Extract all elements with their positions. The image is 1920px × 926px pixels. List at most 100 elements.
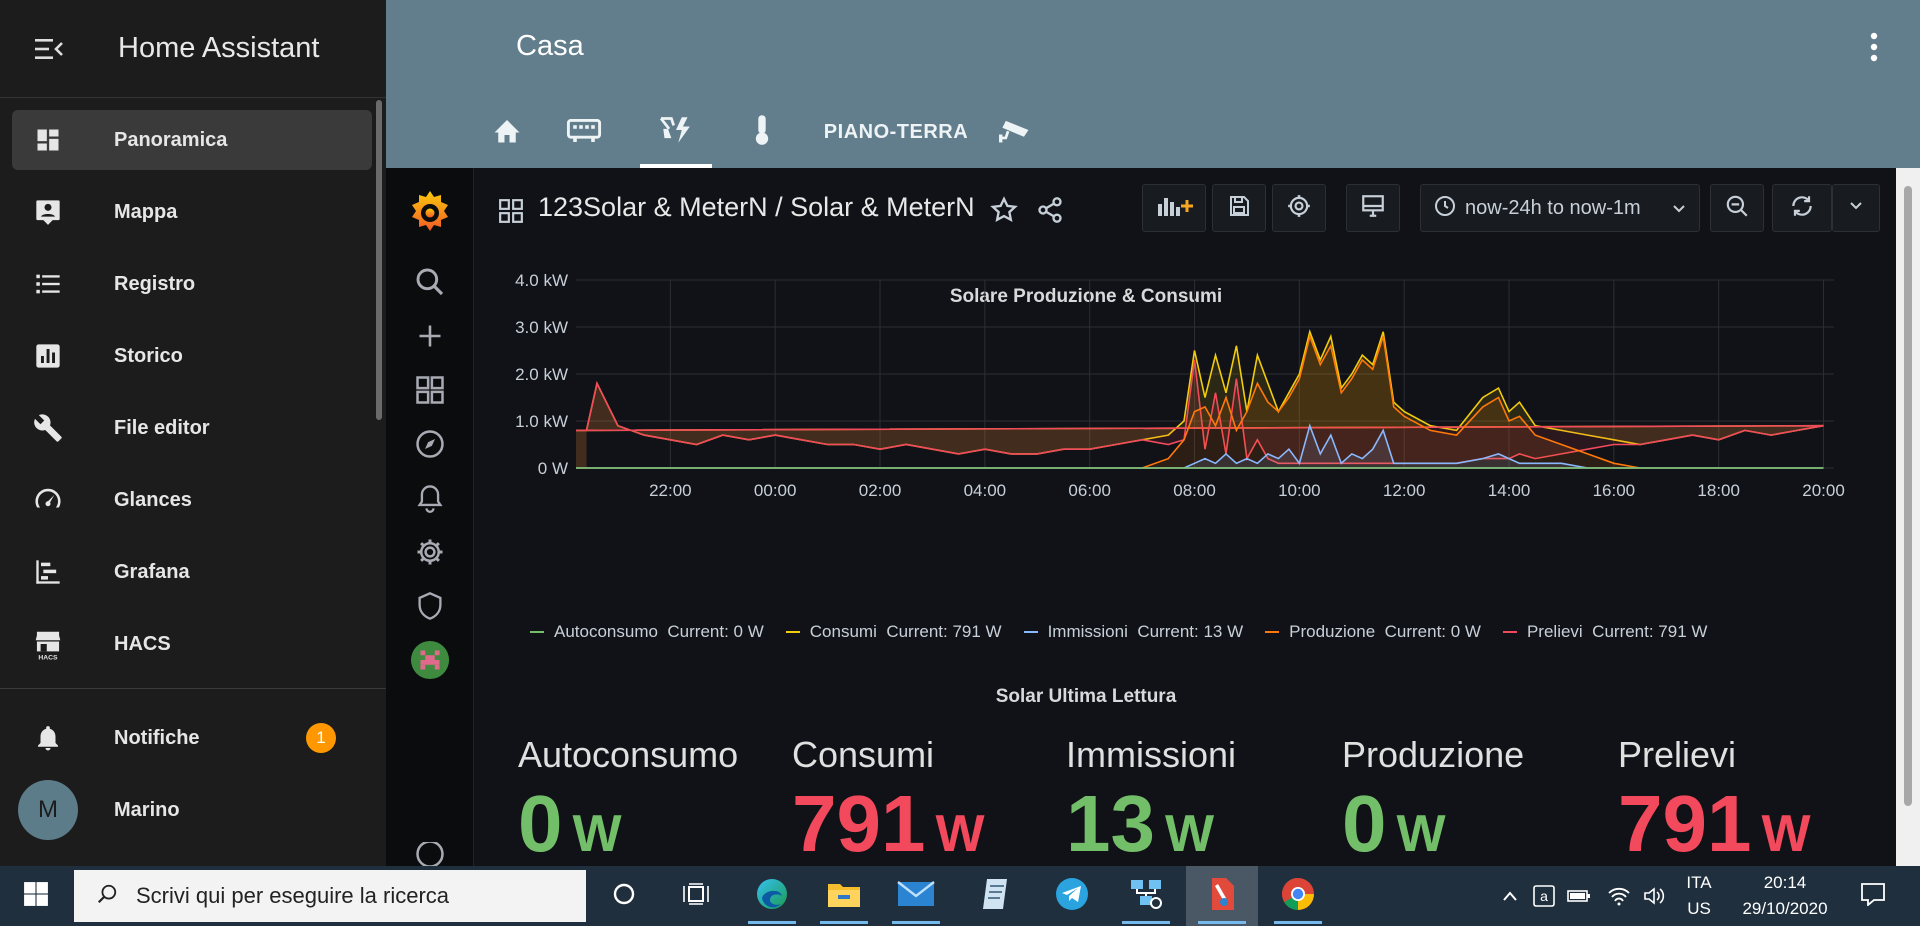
sidebar-divider xyxy=(0,688,386,689)
sidebar-item-mappa[interactable]: Mappa xyxy=(12,182,372,242)
tab-temperature[interactable] xyxy=(734,104,790,160)
taskbar-mail[interactable] xyxy=(880,866,952,926)
save-dashboard-button[interactable] xyxy=(1212,184,1266,232)
zoom-out-icon xyxy=(1724,193,1750,224)
sidebar-item-storico[interactable]: Storico xyxy=(12,326,372,386)
clock[interactable]: 20:14 29/10/2020 xyxy=(1730,866,1840,926)
tab-solar[interactable] xyxy=(640,104,712,160)
taskbar-chrome[interactable] xyxy=(1262,866,1334,926)
gear-icon[interactable] xyxy=(410,532,450,572)
series-area-produzione xyxy=(576,336,1824,468)
refresh-button[interactable] xyxy=(1772,184,1832,232)
battery-icon[interactable] xyxy=(1564,866,1594,926)
add-panel-button[interactable] xyxy=(1142,184,1206,232)
scrollbar-thumb[interactable] xyxy=(1904,186,1912,806)
time-range-label: now-24h to now-1m xyxy=(1465,196,1641,219)
sidebar-item-glances[interactable]: Glances xyxy=(12,470,372,530)
help-icon[interactable] xyxy=(410,842,450,866)
tab-piano-terra[interactable]: PIANO-TERRA xyxy=(806,104,986,160)
taskbar-notes[interactable] xyxy=(960,866,1032,926)
dashboards-grid-icon[interactable] xyxy=(410,370,450,410)
legend-item-produzione[interactable]: Produzione Current: 0 W xyxy=(1265,622,1481,642)
stat-value: 791 W xyxy=(792,779,985,866)
zoom-out-button[interactable] xyxy=(1710,184,1764,232)
sidebar-item-grafana[interactable]: Grafana xyxy=(12,542,372,602)
star-icon[interactable] xyxy=(990,196,1018,229)
amazon-tray-icon[interactable]: a xyxy=(1530,866,1558,926)
alert-bell-icon[interactable] xyxy=(410,478,450,518)
x-tick-label: 04:00 xyxy=(964,481,1007,500)
user-avatar-icon[interactable] xyxy=(410,640,450,680)
taskbar-edge[interactable] xyxy=(736,866,808,926)
sidebar-item-label: File editor xyxy=(114,416,210,439)
share-icon[interactable] xyxy=(1036,196,1064,229)
notification-count-badge: 1 xyxy=(306,723,336,753)
tray-expand-icon[interactable] xyxy=(1496,866,1524,926)
taskbar-explorer[interactable] xyxy=(808,866,880,926)
time-range-picker[interactable]: now-24h to now-1m xyxy=(1420,184,1700,232)
y-tick-label: 1.0 kW xyxy=(515,412,568,431)
power-chart[interactable]: 0 W 1.0 kW 2.0 kW 3.0 kW 4.0 kW 22:00 00:00 02:… xyxy=(474,168,1896,618)
input-language-indicator[interactable]: ITA US xyxy=(1676,866,1722,926)
compass-icon[interactable] xyxy=(410,424,450,464)
shield-icon[interactable] xyxy=(410,586,450,626)
menu-collapse-icon[interactable] xyxy=(24,24,74,74)
page-scrollbar[interactable] xyxy=(1896,168,1920,866)
taskbar-network-tool[interactable] xyxy=(1110,866,1182,926)
monitor-icon xyxy=(1360,193,1386,224)
taskbar-active-app[interactable] xyxy=(1186,866,1258,926)
search-icon[interactable] xyxy=(410,262,450,302)
stat-name: Prelievi xyxy=(1618,734,1737,775)
chart-legend: Autoconsumo Current: 0 W Consumi Current… xyxy=(530,622,1729,642)
thermometer-icon xyxy=(752,114,772,151)
notes-app-icon xyxy=(981,877,1011,916)
x-tick-label: 10:00 xyxy=(1278,481,1321,500)
sidebar-scrollbar[interactable] xyxy=(376,100,382,420)
hacs-store-icon: HACS xyxy=(30,626,66,662)
legend-item-autoconsumo[interactable]: Autoconsumo Current: 0 W xyxy=(530,622,764,642)
taskbar-search-box[interactable]: Scrivi qui per eseguire la ricerca xyxy=(74,870,586,922)
refresh-interval-dropdown[interactable] xyxy=(1832,184,1880,232)
legend-item-immissioni[interactable]: Immissioni Current: 13 W xyxy=(1023,622,1243,642)
legend-item-prelievi[interactable]: Prelievi Current: 791 W xyxy=(1502,622,1707,642)
dashboard-settings-button[interactable] xyxy=(1272,184,1326,232)
gauge-icon xyxy=(30,482,66,518)
more-vert-icon[interactable] xyxy=(1868,32,1880,62)
legend-item-consumi[interactable]: Consumi Current: 791 W xyxy=(785,622,1002,642)
save-icon xyxy=(1227,194,1251,223)
tab-home[interactable] xyxy=(482,104,532,160)
sidebar-item-user[interactable]: M Marino xyxy=(12,780,372,840)
volume-icon[interactable] xyxy=(1640,866,1670,926)
chrome-icon xyxy=(1280,876,1316,917)
view-mode-button[interactable] xyxy=(1346,184,1400,232)
sidebar-item-label: Registro xyxy=(114,272,196,295)
keyboard-layout: US xyxy=(1687,899,1711,918)
home-icon xyxy=(492,116,522,149)
gear-icon xyxy=(1286,193,1312,224)
grafana-logo-icon[interactable] xyxy=(404,186,456,238)
start-button[interactable] xyxy=(0,866,72,926)
sidebar-item-notifiche[interactable]: Notifiche 1 xyxy=(12,708,372,768)
plus-icon[interactable] xyxy=(410,316,450,356)
wifi-icon[interactable] xyxy=(1604,866,1634,926)
active-tab-indicator xyxy=(640,164,712,168)
sidebar-item-hacs[interactable]: HACS HACS xyxy=(12,614,372,674)
tab-cameras[interactable] xyxy=(986,104,1046,160)
stat-immissioni: Immissioni 13 W xyxy=(1066,734,1336,864)
sidebar-item-panoramica[interactable]: Panoramica xyxy=(12,110,372,170)
cortana-button[interactable] xyxy=(588,866,660,926)
legend-current: Current: 0 W xyxy=(1384,622,1481,641)
language-code: ITA xyxy=(1686,873,1712,892)
stat-name: Consumi xyxy=(792,734,935,775)
sidebar-item-registro[interactable]: Registro xyxy=(12,254,372,314)
taskbar-telegram[interactable] xyxy=(1036,866,1108,926)
action-center-button[interactable] xyxy=(1848,866,1898,926)
cortana-circle-icon xyxy=(612,882,636,911)
tab-server[interactable] xyxy=(554,104,614,160)
mail-icon xyxy=(897,880,935,913)
task-view-button[interactable] xyxy=(660,866,732,926)
dashboard-title[interactable]: 123Solar & MeterN / Solar & MeterN xyxy=(538,192,975,222)
sidebar-item-file-editor[interactable]: File editor xyxy=(12,398,372,458)
